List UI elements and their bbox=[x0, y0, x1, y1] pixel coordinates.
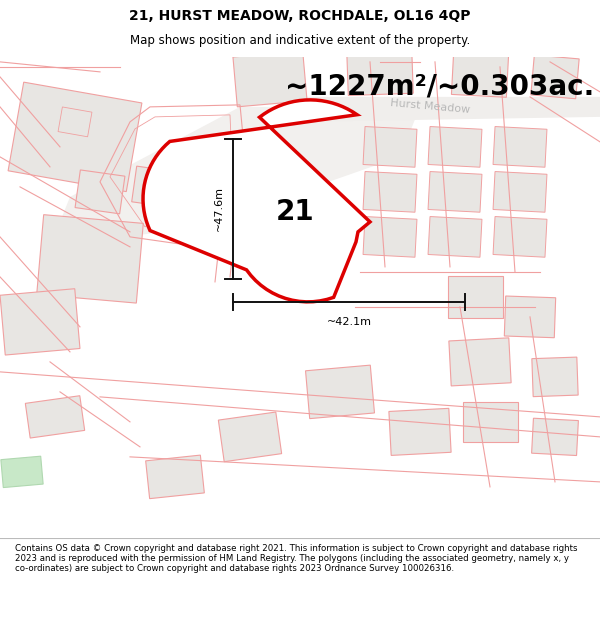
Text: ~1227m²/~0.303ac.: ~1227m²/~0.303ac. bbox=[285, 73, 594, 101]
Polygon shape bbox=[532, 357, 578, 397]
Polygon shape bbox=[143, 100, 370, 302]
Polygon shape bbox=[389, 408, 451, 456]
Polygon shape bbox=[233, 51, 307, 107]
Polygon shape bbox=[58, 107, 92, 137]
Polygon shape bbox=[50, 107, 420, 247]
Polygon shape bbox=[448, 276, 503, 318]
Polygon shape bbox=[347, 48, 413, 96]
Polygon shape bbox=[37, 214, 143, 303]
Polygon shape bbox=[183, 162, 227, 202]
Text: 21, HURST MEADOW, ROCHDALE, OL16 4QP: 21, HURST MEADOW, ROCHDALE, OL16 4QP bbox=[129, 9, 471, 22]
Polygon shape bbox=[532, 418, 578, 456]
Polygon shape bbox=[8, 82, 142, 192]
Polygon shape bbox=[305, 365, 374, 419]
Polygon shape bbox=[218, 412, 281, 462]
Polygon shape bbox=[146, 455, 205, 499]
Text: Contains OS data © Crown copyright and database right 2021. This information is : Contains OS data © Crown copyright and d… bbox=[15, 544, 577, 573]
Polygon shape bbox=[25, 396, 85, 438]
Text: ~42.1m: ~42.1m bbox=[326, 317, 371, 327]
Polygon shape bbox=[0, 289, 80, 355]
Polygon shape bbox=[363, 216, 417, 258]
Polygon shape bbox=[131, 166, 178, 208]
Polygon shape bbox=[493, 171, 547, 212]
Polygon shape bbox=[1, 456, 43, 488]
Polygon shape bbox=[451, 52, 509, 98]
Polygon shape bbox=[300, 97, 600, 122]
Polygon shape bbox=[428, 171, 482, 212]
Polygon shape bbox=[505, 296, 556, 338]
Polygon shape bbox=[449, 338, 511, 386]
Text: Hurst Meadow: Hurst Meadow bbox=[389, 98, 470, 116]
Polygon shape bbox=[463, 402, 517, 442]
Polygon shape bbox=[493, 216, 547, 258]
Polygon shape bbox=[75, 170, 125, 214]
Polygon shape bbox=[428, 216, 482, 258]
Polygon shape bbox=[531, 55, 579, 99]
Polygon shape bbox=[493, 126, 547, 168]
Polygon shape bbox=[428, 126, 482, 168]
Polygon shape bbox=[363, 171, 417, 212]
Text: Hurst Meadow: Hurst Meadow bbox=[160, 136, 230, 194]
Text: ~47.6m: ~47.6m bbox=[214, 186, 224, 231]
Polygon shape bbox=[363, 126, 417, 168]
Text: 21: 21 bbox=[275, 198, 314, 226]
Text: Map shows position and indicative extent of the property.: Map shows position and indicative extent… bbox=[130, 34, 470, 47]
